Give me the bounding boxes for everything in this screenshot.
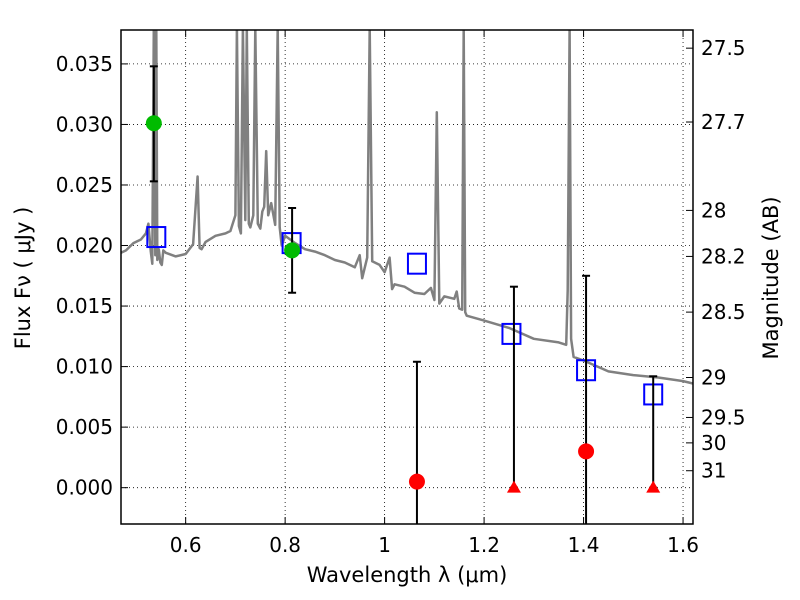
data-circle-marker — [145, 115, 162, 132]
y2-tick-label: 29 — [701, 365, 726, 389]
upper-limit-triangle — [506, 480, 521, 493]
data-circle-marker — [408, 473, 425, 490]
y2-tick-label: 29.5 — [701, 405, 746, 429]
y2-tick-label: 28 — [701, 198, 726, 222]
model-square-marker — [146, 226, 167, 249]
y-tick-label: 0.000 — [56, 476, 113, 500]
model-square-marker — [501, 322, 522, 345]
x-axis: 0.6 0.8 1 1.2 1.4 1.6 — [170, 30, 699, 557]
y-tick-label: 0.005 — [56, 415, 113, 439]
y2-tick-label: 30 — [701, 431, 726, 455]
y-axis-right-label: Magnitude (AB) — [759, 196, 783, 359]
y2-tick-label: 27.7 — [701, 110, 746, 134]
y2-tick-label: 28.2 — [701, 244, 746, 268]
y-axis-right: 27.5 27.7 28 28.2 28.5 29 29.530 31 — [686, 36, 746, 483]
y-tick-label: 0.020 — [56, 234, 113, 258]
plot-frame — [120, 29, 694, 525]
y-axis-left: 0.000 0.005 0.010 0.015 0.020 0.025 0.030 0.035 — [56, 52, 128, 500]
y-tick-label: 0.030 — [56, 112, 113, 136]
x-tick-label: 1.4 — [568, 533, 600, 557]
y2-tick-label: 27.5 — [701, 36, 746, 60]
y2-tick-label: 28.5 — [701, 300, 746, 324]
y-axis-label: Flux Fν ( μJy ) — [11, 207, 35, 350]
y-tick-label: 0.015 — [56, 294, 113, 318]
sed-line — [121, 30, 693, 385]
data-circle-marker — [284, 242, 301, 259]
x-tick-label: 0.6 — [170, 533, 202, 557]
data-circle-marker — [578, 443, 595, 460]
x-tick-label: 1.6 — [667, 533, 699, 557]
y-tick-label: 0.025 — [56, 173, 113, 197]
x-tick-label: 1.2 — [468, 533, 500, 557]
model-square-marker — [406, 252, 427, 275]
x-tick-label: 1 — [378, 533, 391, 557]
y-tick-label: 0.035 — [56, 52, 113, 76]
y2-tick-label: 31 — [701, 459, 726, 483]
upper-limit-triangle — [646, 480, 661, 493]
plot-area — [121, 30, 693, 524]
grid — [121, 30, 693, 524]
x-axis-label: Wavelength λ (μm) — [307, 563, 508, 587]
y-tick-label: 0.010 — [56, 355, 113, 379]
x-tick-label: 0.8 — [269, 533, 301, 557]
